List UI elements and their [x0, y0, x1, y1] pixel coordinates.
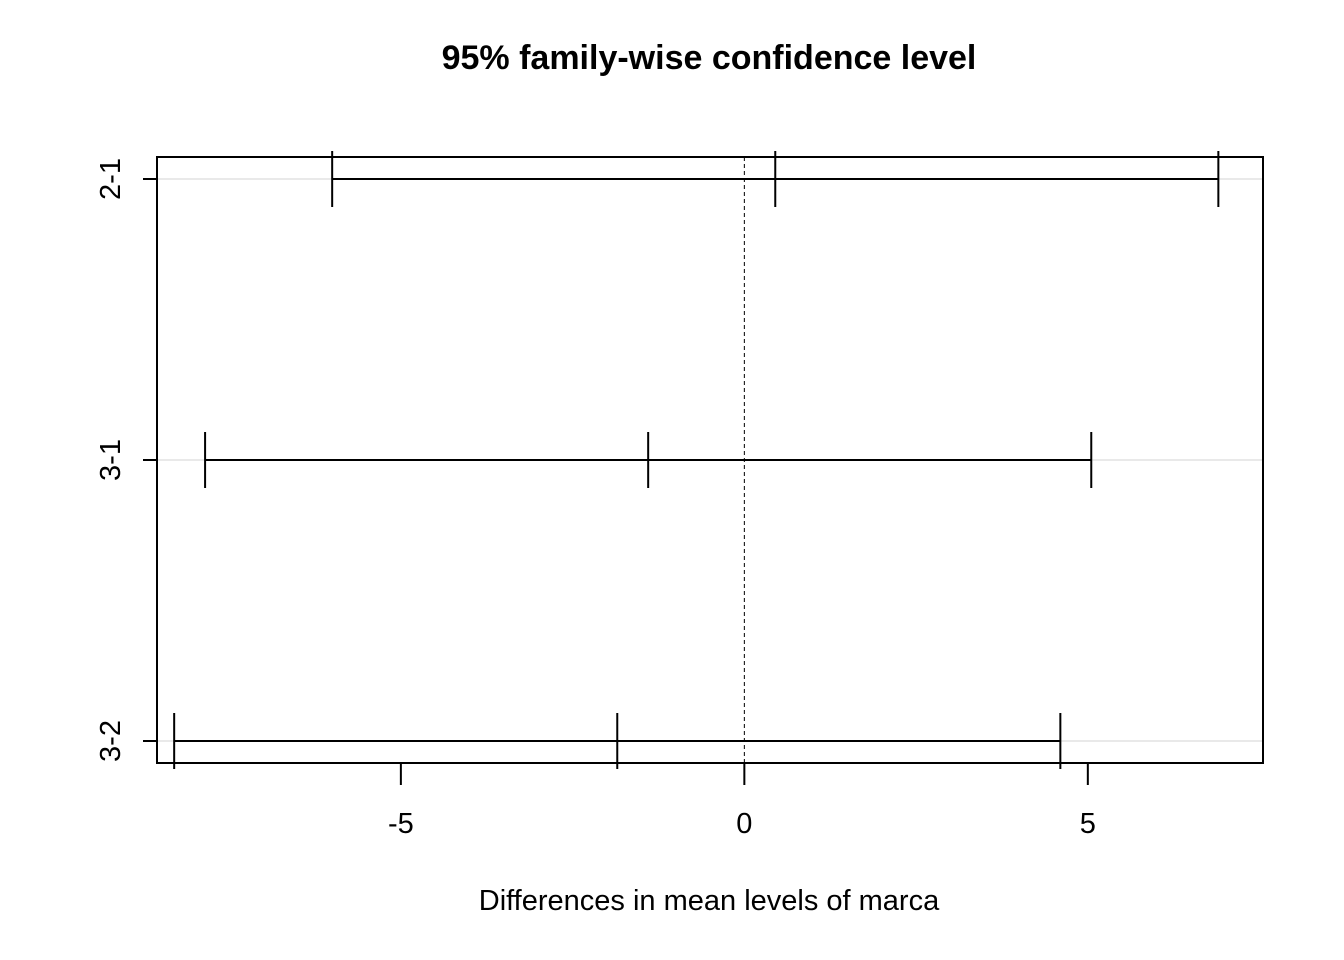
confidence-intervals	[173, 151, 1220, 769]
y-tick-label-2-1: 2-1	[95, 158, 127, 200]
chart-title: 95% family-wise confidence level	[442, 39, 977, 77]
interval-2-1	[331, 151, 1220, 207]
interval-3-2	[173, 713, 1062, 769]
y-axis: 2-1 3-1 3-2	[95, 158, 157, 762]
x-tick-label-5: 5	[1080, 808, 1096, 840]
y-tick-label-3-2: 3-2	[95, 720, 127, 762]
x-tick-label--5: -5	[388, 808, 414, 840]
x-axis: -5 0 5	[388, 762, 1096, 840]
x-tick-label-0: 0	[736, 808, 752, 840]
x-axis-label: Differences in mean levels of marca	[479, 885, 940, 917]
y-tick-label-3-1: 3-1	[95, 439, 127, 481]
interval-3-1	[204, 432, 1093, 488]
